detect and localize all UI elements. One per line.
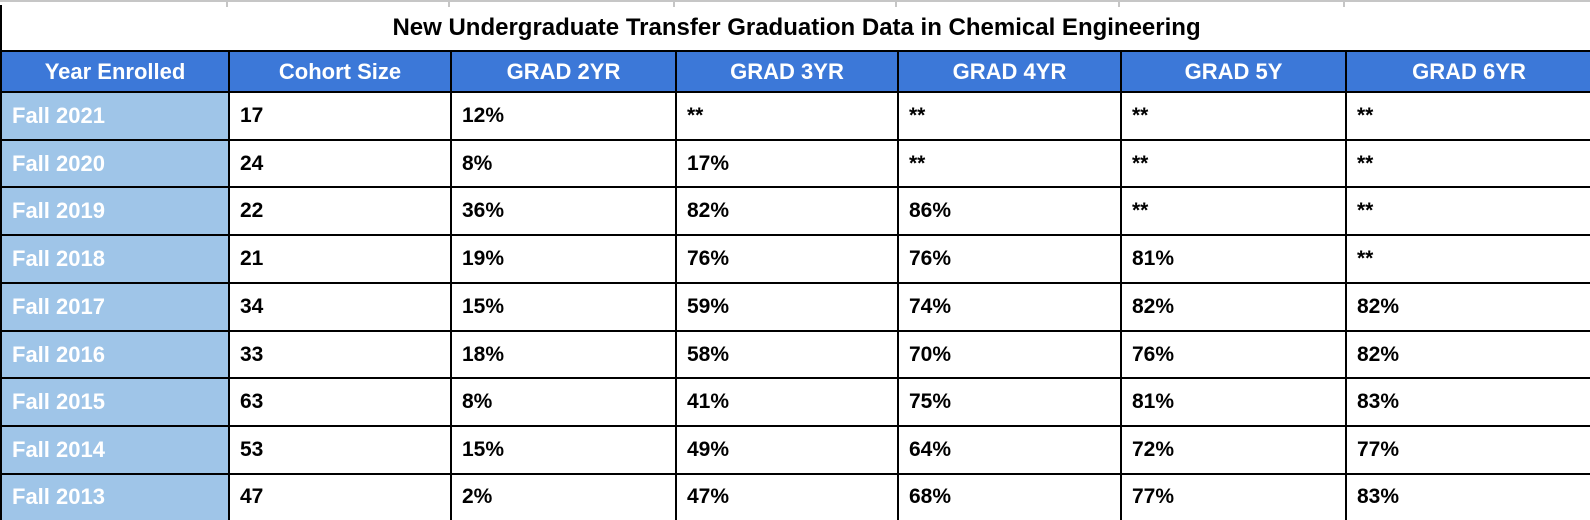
- column-header-0: Year Enrolled: [0, 50, 230, 93]
- table-row: Fall 2013 47 2% 47% 68% 77% 83%: [0, 472, 1590, 520]
- year-enrolled-cell: Fall 2019: [0, 186, 230, 237]
- column-header-3: GRAD 3YR: [675, 50, 899, 93]
- table-row: Fall 2015 63 8% 41% 75% 81% 83%: [0, 377, 1590, 428]
- table-row: Fall 2018 21 19% 76% 76% 81% **: [0, 234, 1590, 284]
- data-cell: 21: [228, 234, 452, 284]
- year-enrolled-cell: Fall 2014: [0, 425, 230, 475]
- data-cell: 41%: [675, 377, 899, 428]
- column-header-6: GRAD 6YR: [1344, 50, 1590, 93]
- data-cell: 86%: [897, 186, 1122, 237]
- data-cell: 19%: [450, 234, 677, 284]
- year-enrolled-cell: Fall 2016: [0, 329, 230, 380]
- data-cell: **: [1120, 138, 1347, 189]
- title-row: New Undergraduate Transfer Graduation Da…: [0, 5, 1590, 52]
- data-cell: 82%: [675, 186, 899, 237]
- data-cell: **: [1344, 91, 1590, 141]
- table-title: New Undergraduate Transfer Graduation Da…: [0, 5, 1590, 52]
- data-cell: **: [1120, 91, 1347, 141]
- year-enrolled-cell: Fall 2020: [0, 138, 230, 189]
- data-cell: 75%: [897, 377, 1122, 428]
- table-row: Fall 2014 53 15% 49% 64% 72% 77%: [0, 425, 1590, 475]
- data-cell: 36%: [450, 186, 677, 237]
- gridline-stub: [448, 0, 450, 7]
- data-cell: **: [675, 91, 899, 141]
- table-row: Fall 2020 24 8% 17% ** ** **: [0, 138, 1590, 189]
- data-cell: 17: [228, 91, 452, 141]
- graduation-data-table: New Undergraduate Transfer Graduation Da…: [0, 5, 1590, 520]
- data-cell: 59%: [675, 281, 899, 332]
- data-cell: 76%: [675, 234, 899, 284]
- gridline-stub: [673, 0, 675, 7]
- data-cell: 83%: [1344, 377, 1590, 428]
- data-cell: 53: [228, 425, 452, 475]
- gridline-stub: [226, 0, 228, 7]
- data-cell: 8%: [450, 377, 677, 428]
- data-cell: 2%: [450, 472, 677, 520]
- data-cell: **: [897, 91, 1122, 141]
- gridline-stub: [1343, 0, 1345, 7]
- column-header-1: Cohort Size: [228, 50, 452, 93]
- data-cell: 15%: [450, 281, 677, 332]
- data-cell: **: [1120, 186, 1347, 237]
- data-cell: 68%: [897, 472, 1122, 520]
- data-cell: 63: [228, 377, 452, 428]
- data-cell: 70%: [897, 329, 1122, 380]
- data-cell: 17%: [675, 138, 899, 189]
- year-enrolled-cell: Fall 2018: [0, 234, 230, 284]
- partial-row-above-gridlines: [0, 0, 1590, 7]
- year-enrolled-cell: Fall 2017: [0, 281, 230, 332]
- gridline-stub: [1118, 0, 1120, 7]
- gridline-stub: [895, 0, 897, 7]
- data-cell: 81%: [1120, 234, 1347, 284]
- table-row: Fall 2019 22 36% 82% 86% ** **: [0, 186, 1590, 237]
- table-row: Fall 2016 33 18% 58% 70% 76% 82%: [0, 329, 1590, 380]
- column-header-5: GRAD 5Y: [1120, 50, 1347, 93]
- data-cell: 76%: [1120, 329, 1347, 380]
- data-cell: 74%: [897, 281, 1122, 332]
- data-cell: 33: [228, 329, 452, 380]
- data-cell: 47%: [675, 472, 899, 520]
- data-cell: 82%: [1344, 281, 1590, 332]
- data-cell: **: [1344, 138, 1590, 189]
- data-cell: 12%: [450, 91, 677, 141]
- year-enrolled-cell: Fall 2021: [0, 91, 230, 141]
- table-row: Fall 2021 17 12% ** ** ** **: [0, 91, 1590, 141]
- data-cell: 15%: [450, 425, 677, 475]
- data-cell: 72%: [1120, 425, 1347, 475]
- column-header-2: GRAD 2YR: [450, 50, 677, 93]
- data-cell: 83%: [1344, 472, 1590, 520]
- data-cell: 49%: [675, 425, 899, 475]
- table-row: Fall 2017 34 15% 59% 74% 82% 82%: [0, 281, 1590, 332]
- data-cell: 22: [228, 186, 452, 237]
- data-cell: 8%: [450, 138, 677, 189]
- data-cell: 64%: [897, 425, 1122, 475]
- data-cell: **: [1344, 186, 1590, 237]
- data-cell: 81%: [1120, 377, 1347, 428]
- year-enrolled-cell: Fall 2015: [0, 377, 230, 428]
- column-header-4: GRAD 4YR: [897, 50, 1122, 93]
- data-cell: 82%: [1120, 281, 1347, 332]
- data-cell: **: [897, 138, 1122, 189]
- data-cell: 34: [228, 281, 452, 332]
- data-cell: 76%: [897, 234, 1122, 284]
- data-cell: 77%: [1120, 472, 1347, 520]
- data-cell: **: [1344, 234, 1590, 284]
- data-cell: 47: [228, 472, 452, 520]
- data-cell: 18%: [450, 329, 677, 380]
- data-cell: 58%: [675, 329, 899, 380]
- year-enrolled-cell: Fall 2013: [0, 472, 230, 520]
- header-row: Year Enrolled Cohort Size GRAD 2YR GRAD 3YR…: [0, 50, 1590, 93]
- data-cell: 82%: [1344, 329, 1590, 380]
- data-cell: 77%: [1344, 425, 1590, 475]
- data-cell: 24: [228, 138, 452, 189]
